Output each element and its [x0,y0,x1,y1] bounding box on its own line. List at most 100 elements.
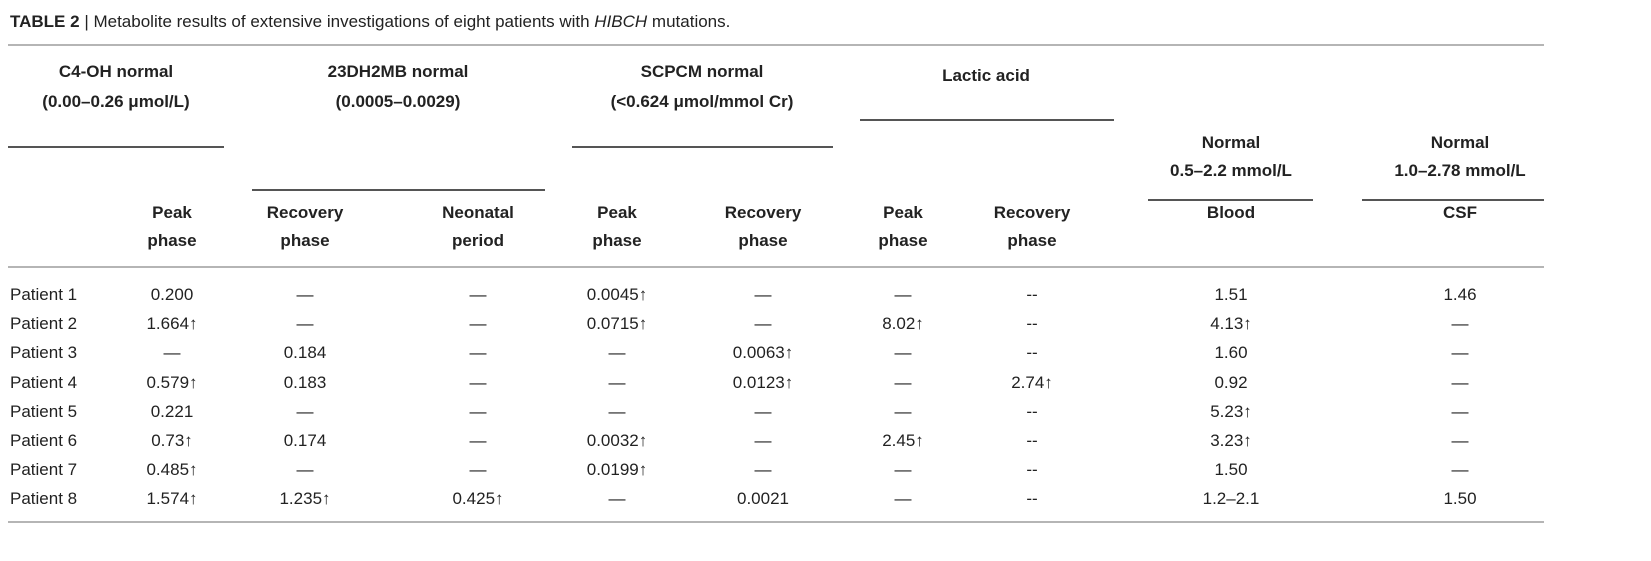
table-cell: 0.0045↑ [586,285,648,304]
table-cell: — [754,314,772,334]
table-cell: — [1451,401,1469,421]
table-cell: 2.45↑ [882,431,924,450]
patient-label: Patient 8 [10,489,78,509]
header-rule [8,266,1544,268]
patient-label: Patient 1 [10,285,78,304]
table-row: Patient 7 0.485↑ — — 0.0199↑ — — -- 1.50 — [0,459,1651,483]
table-cell: -- [1026,489,1038,509]
table-cell: 0.221 [150,401,194,421]
top-rule [8,44,1544,46]
table-cell: 0.0123↑ [732,372,794,392]
column-header-sub: phase [1007,231,1057,250]
table-cell: 2.74↑ [1011,372,1053,392]
table-cell: 0.0063↑ [732,343,794,363]
column-header: CSF [1443,203,1477,222]
table-cell: — [469,343,487,363]
table-cell: — [608,343,626,363]
table-cell: — [1451,431,1469,450]
table-cell: -- [1026,285,1038,304]
column-header: Neonatal [442,203,514,222]
column-header: Peak [883,203,923,222]
table-cell: — [296,285,314,304]
table-cell: 1.50 [1443,489,1477,509]
column-header-sub: phase [592,231,642,250]
bottom-rule [8,521,1544,523]
table-cell: — [296,401,314,421]
table-cell: 1.664↑ [146,314,198,334]
table-cell: 0.73↑ [151,431,193,450]
table-row: Patient 2 1.664↑ — — 0.0715↑ — 8.02↑ -- 4.13↑ — [0,313,1651,337]
table-cell: -- [1026,431,1038,450]
table-cell: — [1451,372,1469,392]
table-cell: — [894,343,912,363]
group-header-range: (0.00–0.26 μmol/L) [42,92,190,111]
patient-label: Patient 2 [10,314,78,334]
group-header-range: (0.0005–0.0029) [335,92,461,111]
caption-label: TABLE 2 [10,12,80,31]
table-cell: 0.485↑ [146,460,198,480]
table-cell: — [296,314,314,334]
table-cell: — [469,431,487,450]
table-cell: 1.60 [1214,343,1248,363]
table-cell: 3.23↑ [1210,431,1252,450]
table-cell: — [296,460,314,480]
table-cell: 0.92 [1214,372,1248,392]
table-cell: — [469,285,487,304]
table-cell: 0.0715↑ [586,314,648,334]
column-header-sub: phase [280,231,330,250]
column-header: Recovery [266,203,344,222]
table-cell: 1.574↑ [146,489,198,509]
table-cell: — [1451,343,1469,363]
table-row: Patient 3 — 0.184 — — 0.0063↑ — -- 1.60 — [0,342,1651,366]
table-cell: — [163,343,181,363]
table-cell: 0.184 [283,343,327,363]
patient-label: Patient 7 [10,460,78,480]
table-row: Patient 1 0.200 — — 0.0045↑ — — -- 1.51 1.46 [0,284,1651,308]
group-header-title: SCPCM normal [640,62,764,81]
table-cell: -- [1026,460,1038,480]
normal-underline [1362,199,1544,201]
table-cell: 1.51 [1214,285,1248,304]
table-row: Patient 4 0.579↑ 0.183 — — 0.0123↑ — 2.74↑ 0.92 — [0,372,1651,396]
column-header-sub: phase [738,231,788,250]
table-cell: -- [1026,314,1038,334]
table-cell: — [894,489,912,509]
table-cell: 0.0199↑ [586,460,648,480]
column-header: Recovery [993,203,1071,222]
normal-range-value: 0.5–2.2 mmol/L [1170,161,1292,180]
caption-gene: HIBCH [594,12,648,31]
table-cell: — [608,401,626,421]
caption-separator: | [84,12,89,31]
column-header: Peak [152,203,192,222]
normal-underline [1148,199,1313,201]
normal-range-title: Normal [1430,133,1490,152]
table-cell: — [1451,460,1469,480]
table-cell: — [1451,314,1469,334]
table-cell: — [894,285,912,304]
table-caption: TABLE 2 | Metabolite results of extensiv… [10,12,730,32]
table-cell: 1.50 [1214,460,1248,480]
table-cell: — [469,372,487,392]
table-cell: 0.579↑ [146,372,198,392]
group-underline [572,146,833,148]
table-cell: -- [1026,401,1038,421]
normal-range-value: 1.0–2.78 mmol/L [1394,161,1526,180]
table-cell: — [754,401,772,421]
table-cell: — [469,314,487,334]
group-underline [252,189,545,191]
table-cell: 0.174 [283,431,327,450]
table-cell: 1.46 [1443,285,1477,304]
patient-label: Patient 5 [10,401,78,421]
table-cell: — [469,401,487,421]
table-cell: — [894,372,912,392]
column-header: Peak [597,203,637,222]
table-row: Patient 5 0.221 — — — — — -- 5.23↑ — [0,401,1651,425]
table-cell: — [754,460,772,480]
table-cell: 0.0021 [737,489,789,509]
table-row: Patient 8 1.574↑ 1.235↑ 0.425↑ — 0.0021 — -- 1.2… [0,488,1651,512]
patient-label: Patient 4 [10,372,78,392]
table-cell: 1.235↑ [279,489,331,509]
patient-label: Patient 3 [10,343,78,363]
table-cell: 1.2–2.1 [1202,489,1260,509]
